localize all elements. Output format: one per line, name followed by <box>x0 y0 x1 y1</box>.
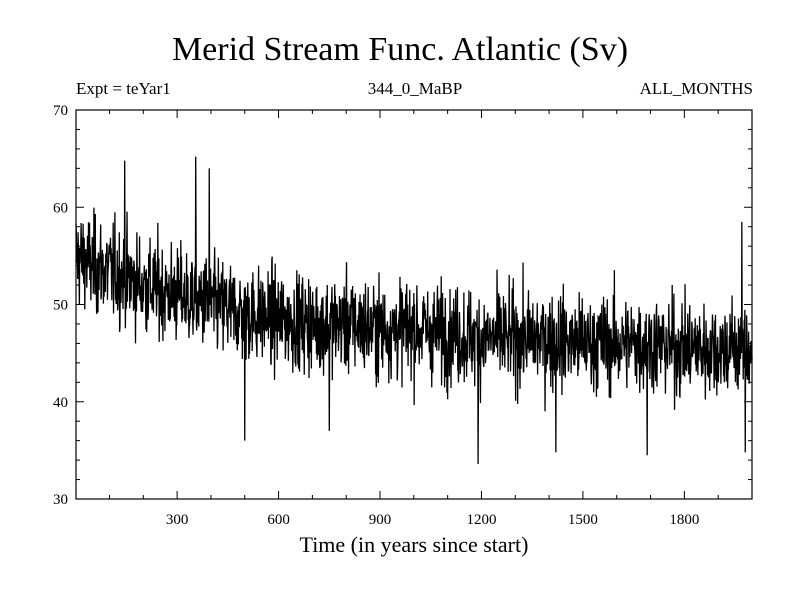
x-tick-label: 300 <box>166 512 189 528</box>
x-tick-label: 600 <box>267 512 290 528</box>
ticks-group: 300 600 900 1200 1500 1800 30 40 50 60 70 <box>53 103 752 528</box>
y-tick-label: 60 <box>53 200 68 216</box>
x-axis-title: Time (in years since start) <box>300 532 529 557</box>
y-tick-label: 50 <box>53 298 68 314</box>
y-tick-label: 70 <box>53 103 68 119</box>
y-tick-label: 30 <box>53 492 68 508</box>
x-tick-label: 900 <box>369 512 392 528</box>
series-line <box>75 156 753 464</box>
series-group <box>75 156 753 464</box>
period-label: 344_0_MaBP <box>367 79 463 98</box>
x-tick-label: 1500 <box>568 512 598 528</box>
experiment-label: Expt = teYar1 <box>76 79 171 98</box>
x-tick-label: 1800 <box>669 512 699 528</box>
chart-title: Merid Stream Func. Atlantic (Sv) <box>171 31 629 68</box>
y-tick-label: 40 <box>53 395 68 411</box>
x-tick-label: 1200 <box>466 512 496 528</box>
months-label: ALL_MONTHS <box>639 79 753 98</box>
